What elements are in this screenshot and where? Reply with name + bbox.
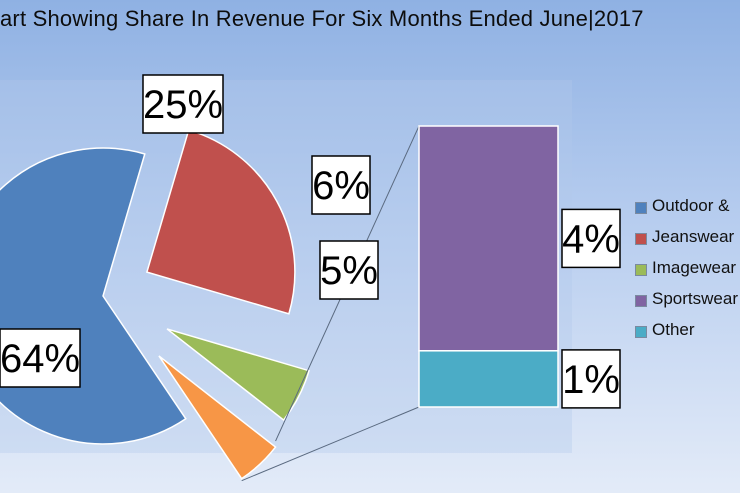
- data-label-bar-other: 1%: [561, 349, 621, 409]
- data-label-box: [319, 240, 379, 300]
- legend-swatch: [635, 295, 647, 307]
- data-label-text: 1%: [562, 358, 620, 402]
- legend-label: Other: [652, 320, 695, 339]
- legend-swatch: [635, 233, 647, 245]
- legend-swatch: [635, 326, 647, 338]
- legend-label: Jeanswear: [652, 227, 735, 246]
- data-label-text: 5%: [320, 249, 378, 293]
- data-label-jeanswear: 25%: [142, 74, 224, 134]
- bar-segment-sportswear: [418, 125, 559, 352]
- legend-swatch: [635, 264, 647, 276]
- breakout-bar: [418, 125, 559, 408]
- data-label-text: 25%: [143, 83, 223, 127]
- data-label-box: [311, 155, 371, 215]
- pie-slice-jeanswear: [145, 129, 296, 315]
- data-label-box: [142, 74, 224, 134]
- legend-label: Imagewear: [652, 258, 737, 277]
- legend-label: Outdoor &: [652, 196, 730, 215]
- data-label-text: 4%: [562, 217, 620, 261]
- data-label-bar-sportswear: 4%: [561, 208, 621, 269]
- pie-slice-imagewear: [166, 328, 310, 422]
- data-label-box: [561, 208, 621, 269]
- data-label-imagewear: 6%: [311, 155, 371, 215]
- connector-line-bottom: [241, 406, 420, 482]
- data-label-text: 6%: [312, 164, 370, 208]
- data-label-other: 5%: [319, 240, 379, 300]
- data-label-box: [561, 349, 621, 409]
- data-label-box: [0, 328, 81, 388]
- bar-segment-other: [418, 350, 559, 408]
- data-label-outdoor: 64%: [0, 328, 81, 388]
- chart-title: art Showing Share In Revenue For Six Mon…: [0, 6, 644, 31]
- legend-swatch: [635, 202, 647, 214]
- pie-slice-other: [158, 355, 277, 480]
- legend-label: Sportswear: [652, 289, 738, 308]
- data-label-text: 64%: [0, 337, 80, 381]
- data-labels: 64% 25% 6% 5% 4% 1%: [0, 74, 621, 409]
